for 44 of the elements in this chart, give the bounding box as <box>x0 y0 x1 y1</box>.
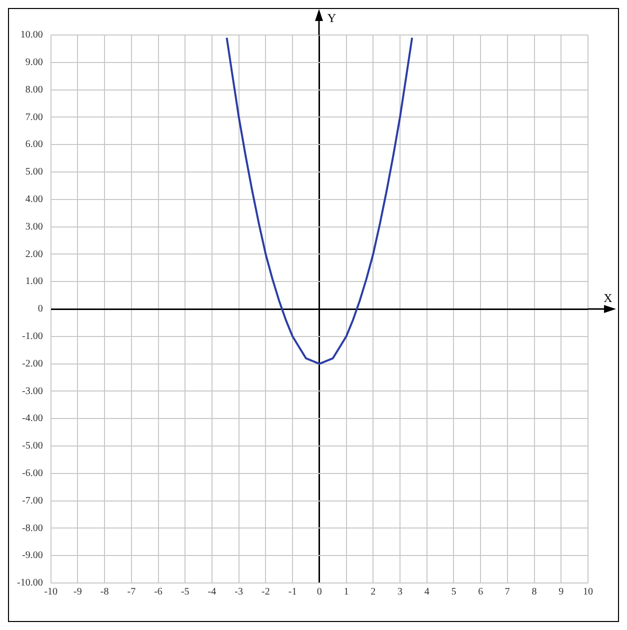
y-tick-label: -2.00 <box>22 358 43 370</box>
x-tick-label: 3 <box>397 586 402 598</box>
x-tick-label: 8 <box>532 586 537 598</box>
y-axis-title: Y <box>327 11 336 26</box>
y-tick-label: -3.00 <box>22 386 43 397</box>
y-tick-label: 7.00 <box>25 112 43 123</box>
x-tick-label: 7 <box>504 586 510 598</box>
y-tick-label: 2.00 <box>25 248 43 260</box>
y-tick-label: -8.00 <box>22 522 43 534</box>
y-tick-label: 3.00 <box>25 221 43 232</box>
x-tick-label: 10 <box>583 586 593 598</box>
x-axis-title: X <box>604 291 613 306</box>
x-tick-label: -1 <box>288 586 297 598</box>
y-tick-label: 0 <box>38 304 43 315</box>
y-tick-label: 6.00 <box>25 139 43 150</box>
y-tick-label: -10.00 <box>16 578 43 589</box>
x-tick-label: -7 <box>127 586 136 598</box>
y-tick-label: -1.00 <box>22 331 43 342</box>
x-tick-label: -5 <box>180 586 190 598</box>
y-tick-label: 10.00 <box>20 30 43 41</box>
x-tick-label: -4 <box>208 586 216 598</box>
y-tick-label: 9.00 <box>25 57 43 68</box>
x-tick-label: 0 <box>316 586 322 598</box>
y-tick-label: 1.00 <box>25 276 43 288</box>
y-tick-label: 8.00 <box>25 84 43 96</box>
x-tick-label: 4 <box>424 586 430 598</box>
x-tick-label: 9 <box>558 586 564 598</box>
y-tick-label: -7.00 <box>22 495 43 506</box>
x-tick-label: 6 <box>478 586 484 598</box>
x-tick-label: -10 <box>44 586 58 598</box>
x-tick-label: -6 <box>154 586 162 598</box>
y-tick-label: -6.00 <box>22 468 43 480</box>
x-tick-label: -9 <box>74 586 82 598</box>
y-tick-label: -5.00 <box>22 440 43 452</box>
y-tick-label: -9.00 <box>22 550 43 562</box>
x-tick-label: 1 <box>344 586 349 598</box>
y-tick-label: 4.00 <box>25 194 43 206</box>
x-tick-label: -2 <box>262 586 270 598</box>
x-tick-label: 5 <box>451 586 456 598</box>
y-tick-label: -4.00 <box>22 413 43 424</box>
x-tick-label: 2 <box>370 586 376 598</box>
x-tick-label: -3 <box>234 586 244 598</box>
x-tick-label: -8 <box>100 586 109 598</box>
y-tick-label: 5.00 <box>25 166 43 178</box>
